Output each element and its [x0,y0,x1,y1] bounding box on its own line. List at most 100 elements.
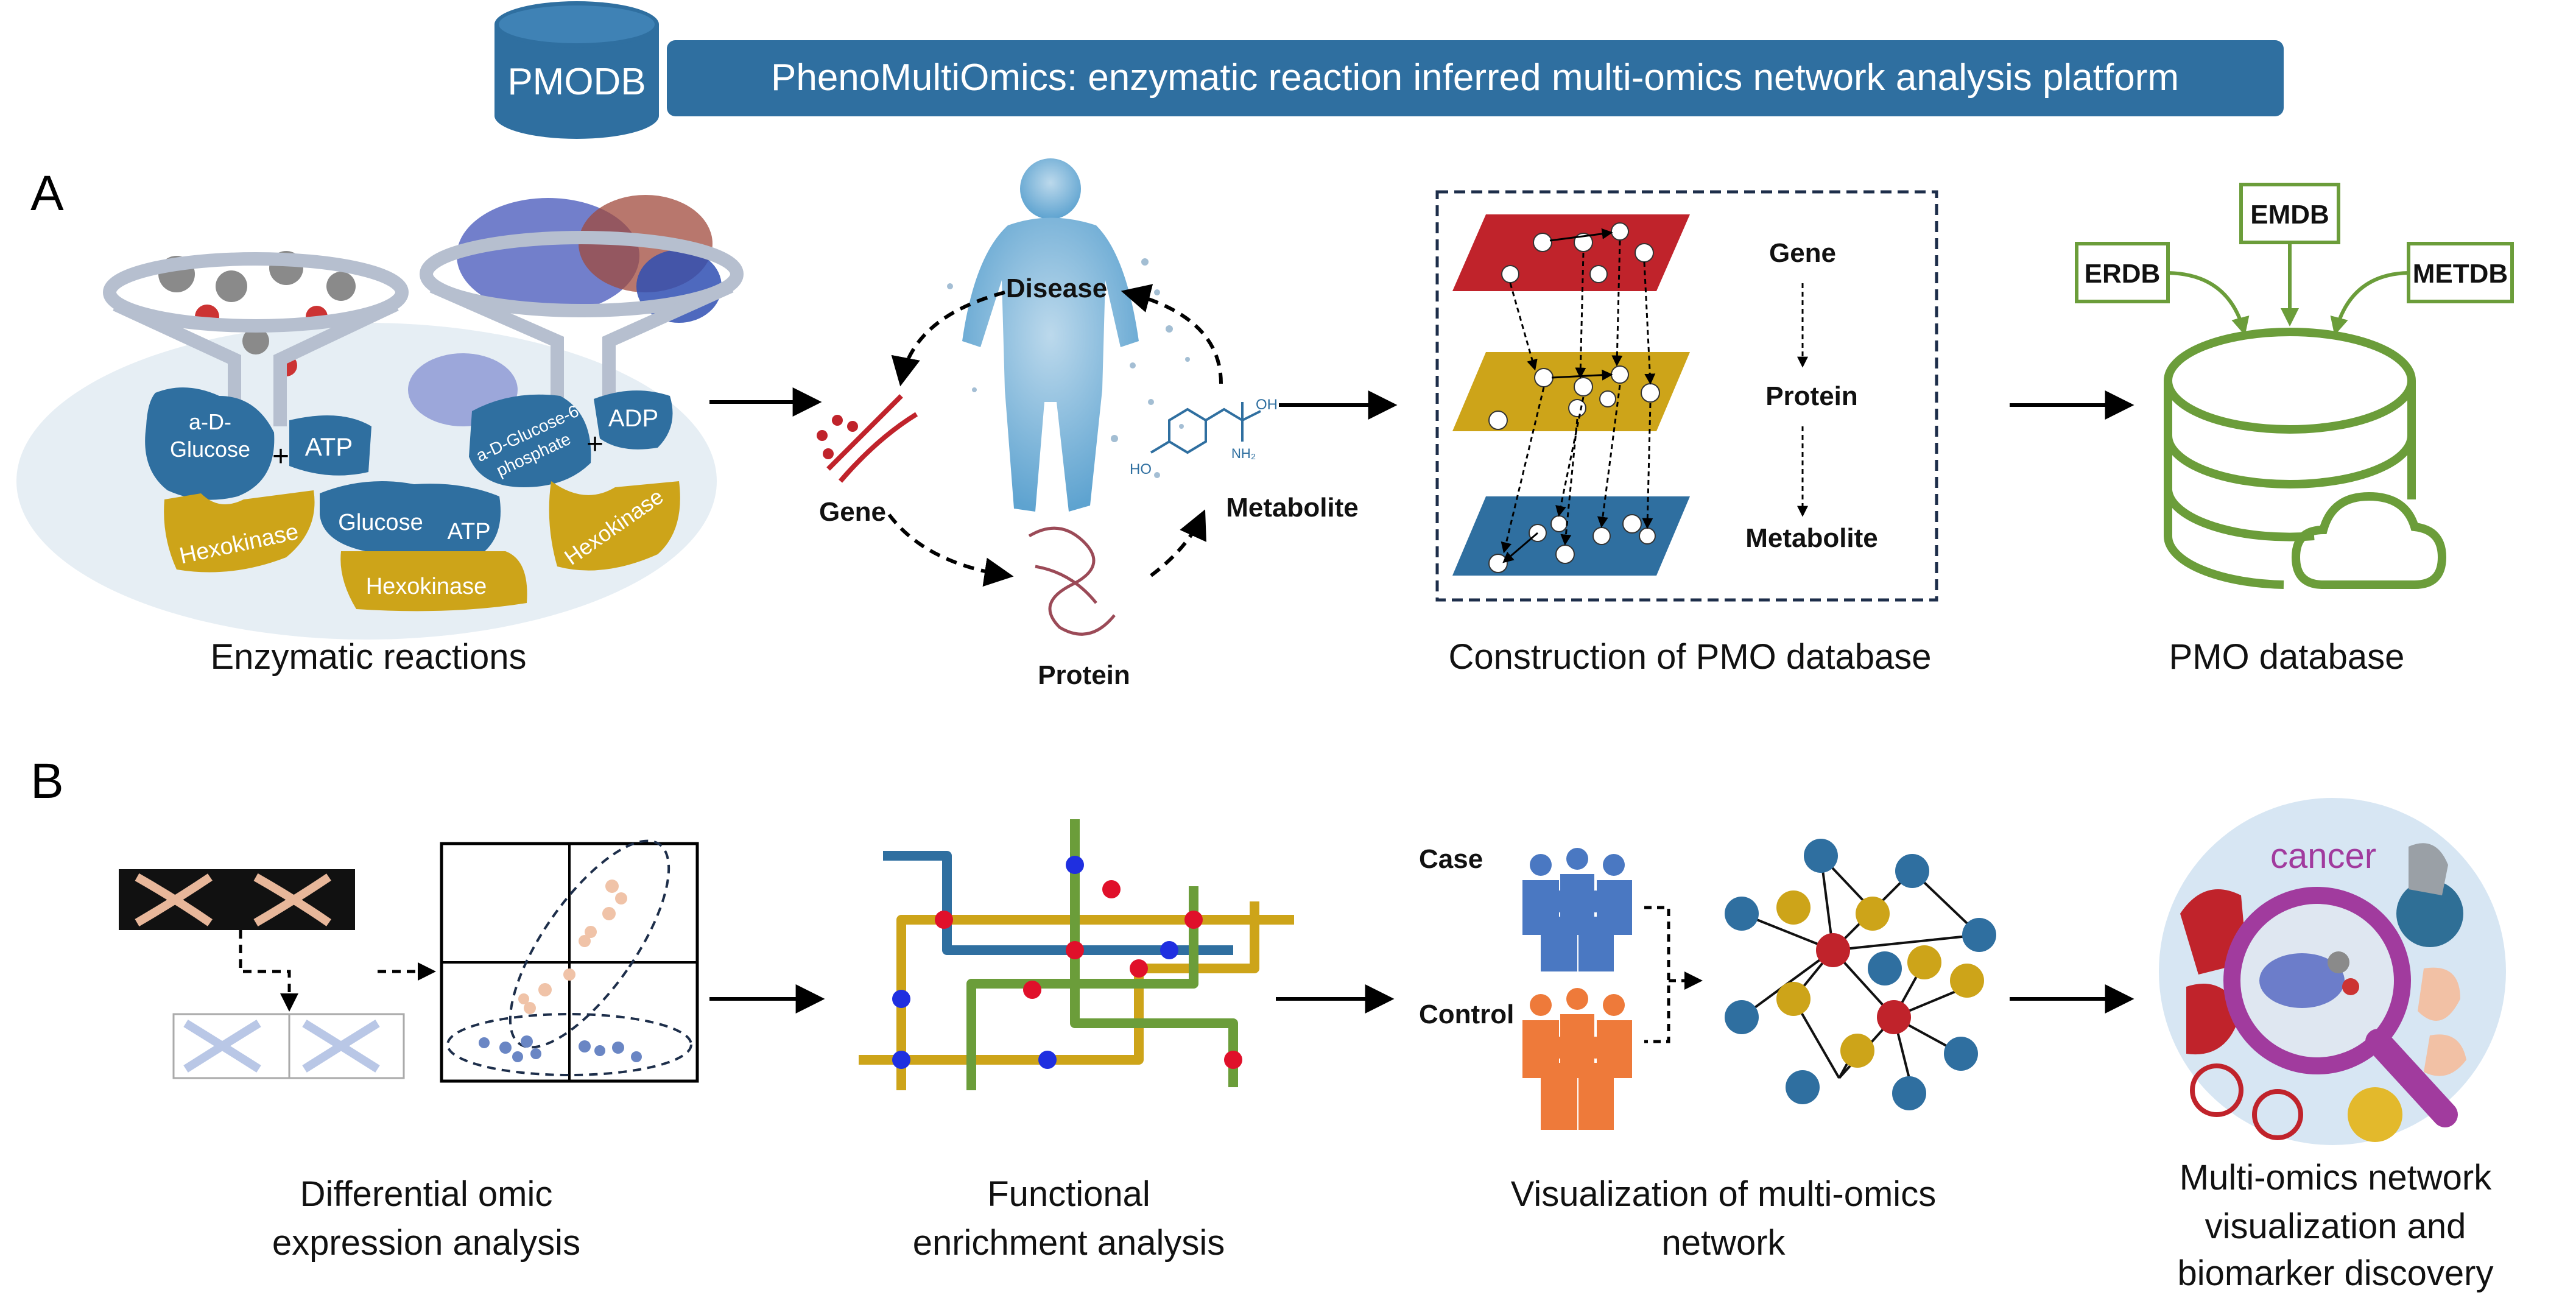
database-cloud-icon [2163,328,2447,589]
pathway-green [966,886,1198,1090]
svg-text:Glucose: Glucose [338,510,423,535]
dna-icon [183,1020,380,1073]
svg-text:Glucose: Glucose [170,437,250,462]
title-banner [667,40,2284,116]
scatter-particles [947,258,1190,478]
label-gene: Gene [819,497,886,527]
dashed-connector [1644,906,1699,1043]
lung-icon [2409,843,2448,895]
uterus-icon [2418,967,2460,1021]
db-label: PMODB [507,61,646,103]
caption-pmo-database: PMO database [2169,637,2405,677]
scatter-points-up [518,880,627,1014]
people-group-control-icon [1522,988,1632,1130]
funnel-right-icon [420,231,744,414]
kidney-icon [2424,1034,2466,1076]
chem-ho: HO [1130,461,1152,478]
layer-label-metabolite: Metabolite [1745,523,1878,553]
layer-nodes [1488,222,1660,573]
caption-step-4-line-2: visualization and [2205,1207,2466,1246]
label-control: Control [1419,1000,1514,1029]
caption-construction: Construction of PMO database [1448,637,1931,677]
cancer-word: cancer [2270,836,2376,876]
construction-box [1435,190,1938,602]
caption-step-4-line-1: Multi-omics network [2180,1158,2492,1197]
product-glucose-6-phosphate: a-D-Glucose-6 phosphate [469,394,591,487]
caption-step-2-line-1: Functional [987,1174,1150,1214]
pathway-gold [896,915,1294,1090]
gene-layer [1452,214,1690,291]
breast-icon [2348,1087,2402,1142]
chem-oh: OH [1256,397,1278,413]
svg-text:ATP: ATP [305,432,353,461]
pathway-nodes-red [935,880,1242,1069]
source-label-erdb: ERDB [2085,259,2161,289]
database-cylinder-icon [494,1,659,139]
pmo-database: ERDB EMDB METDB PMO database [2075,183,2514,677]
cycle-arrow-metabolite-to-disease [1121,284,1223,384]
biomarker-discovery: cancer Multi-omics network visualization… [2159,798,2506,1293]
caption-step-1-line-2: expression analysis [272,1223,580,1263]
functional-enrichment: Functional enrichment analysis [859,819,1294,1263]
cycle-arrow-gene-to-protein [887,513,1014,587]
layer-links [1501,228,1656,563]
pathway-blue [883,851,1233,955]
source-arrow [2330,271,2409,336]
product-adp: ADP [594,390,673,450]
complex-glucose-atp: Glucose ATP [320,481,501,557]
svg-text:Hexokinase: Hexokinase [366,574,487,599]
dashed-arrow [239,930,298,1012]
panel-b-label: B [30,753,64,809]
protein-layer [1452,352,1690,431]
people-group-case-icon [1522,848,1632,971]
magnifier-icon [2223,887,2458,1127]
network-nodes [1725,839,1996,1110]
dna-icon [135,873,331,927]
source-label-metdb: METDB [2413,259,2508,289]
panel-b: B [30,753,2506,1293]
intestine-icon [2252,1089,2303,1140]
caption-step-4-line-3: biomarker discovery [2178,1253,2494,1293]
plus-sign: + [272,440,289,473]
enzymatic-reactions: a-D- Glucose + ATP a-D-Glucose-6 phospha… [16,195,744,677]
source-box-erdb [2075,242,2170,303]
source-box-emdb [2239,183,2340,244]
dna-tiles-dark [119,869,355,930]
svg-text:ADP: ADP [608,405,658,432]
cluster-down [446,1013,692,1076]
caption-step-2-line-2: enrichment analysis [913,1223,1225,1263]
label-case: Case [1419,844,1483,874]
svg-text:ATP: ATP [447,519,490,545]
network-visualization: Case Control [1419,839,1996,1263]
header: PMODB PhenoMultiOmics: enzymatic reactio… [494,1,2284,139]
substrate-alpha-d-glucose: a-D- Glucose [145,387,275,500]
caption-step-1-line-1: Differential omic [300,1174,553,1214]
protein-fold-icon [1028,526,1116,636]
label-disease: Disease [1006,273,1107,303]
source-arrow [2167,271,2250,336]
dna-icon [817,394,918,483]
caption-enzymatic-reactions: Enzymatic reactions [211,637,527,677]
cycle-arrow-disease-to-gene [891,291,1005,387]
source-label-emdb: EMDB [2250,200,2329,230]
layer-label-gene: Gene [1769,238,1836,268]
page-title: PhenoMultiOmics: enzymatic reaction infe… [771,57,2179,99]
liver-icon [2190,1063,2243,1117]
hexokinase-center: Hexokinase [340,551,527,612]
brain-icon [2396,880,2463,947]
panel-a-label: A [30,166,64,221]
source-box-metdb [2407,242,2514,303]
label-metabolite: Metabolite [1226,493,1359,523]
construction-pmo-database: Gene Protein Metabolite Construction of … [1435,190,1938,677]
differential-expression: Differential omic expression analysis [119,839,699,1263]
human-body-icon [962,158,1139,512]
caption-step-3-line-2: network [1661,1223,1786,1263]
label-protein: Protein [1038,660,1130,690]
metabolite-structure-icon [1150,402,1261,454]
hexokinase-right: Hexokinase [549,481,680,571]
chem-nh2: NH₂ [1231,446,1256,461]
multi-omics-human: Disease Gene Protein OH HO NH₂ Metabolit… [817,158,1359,690]
layer-label-protein: Protein [1765,381,1858,411]
